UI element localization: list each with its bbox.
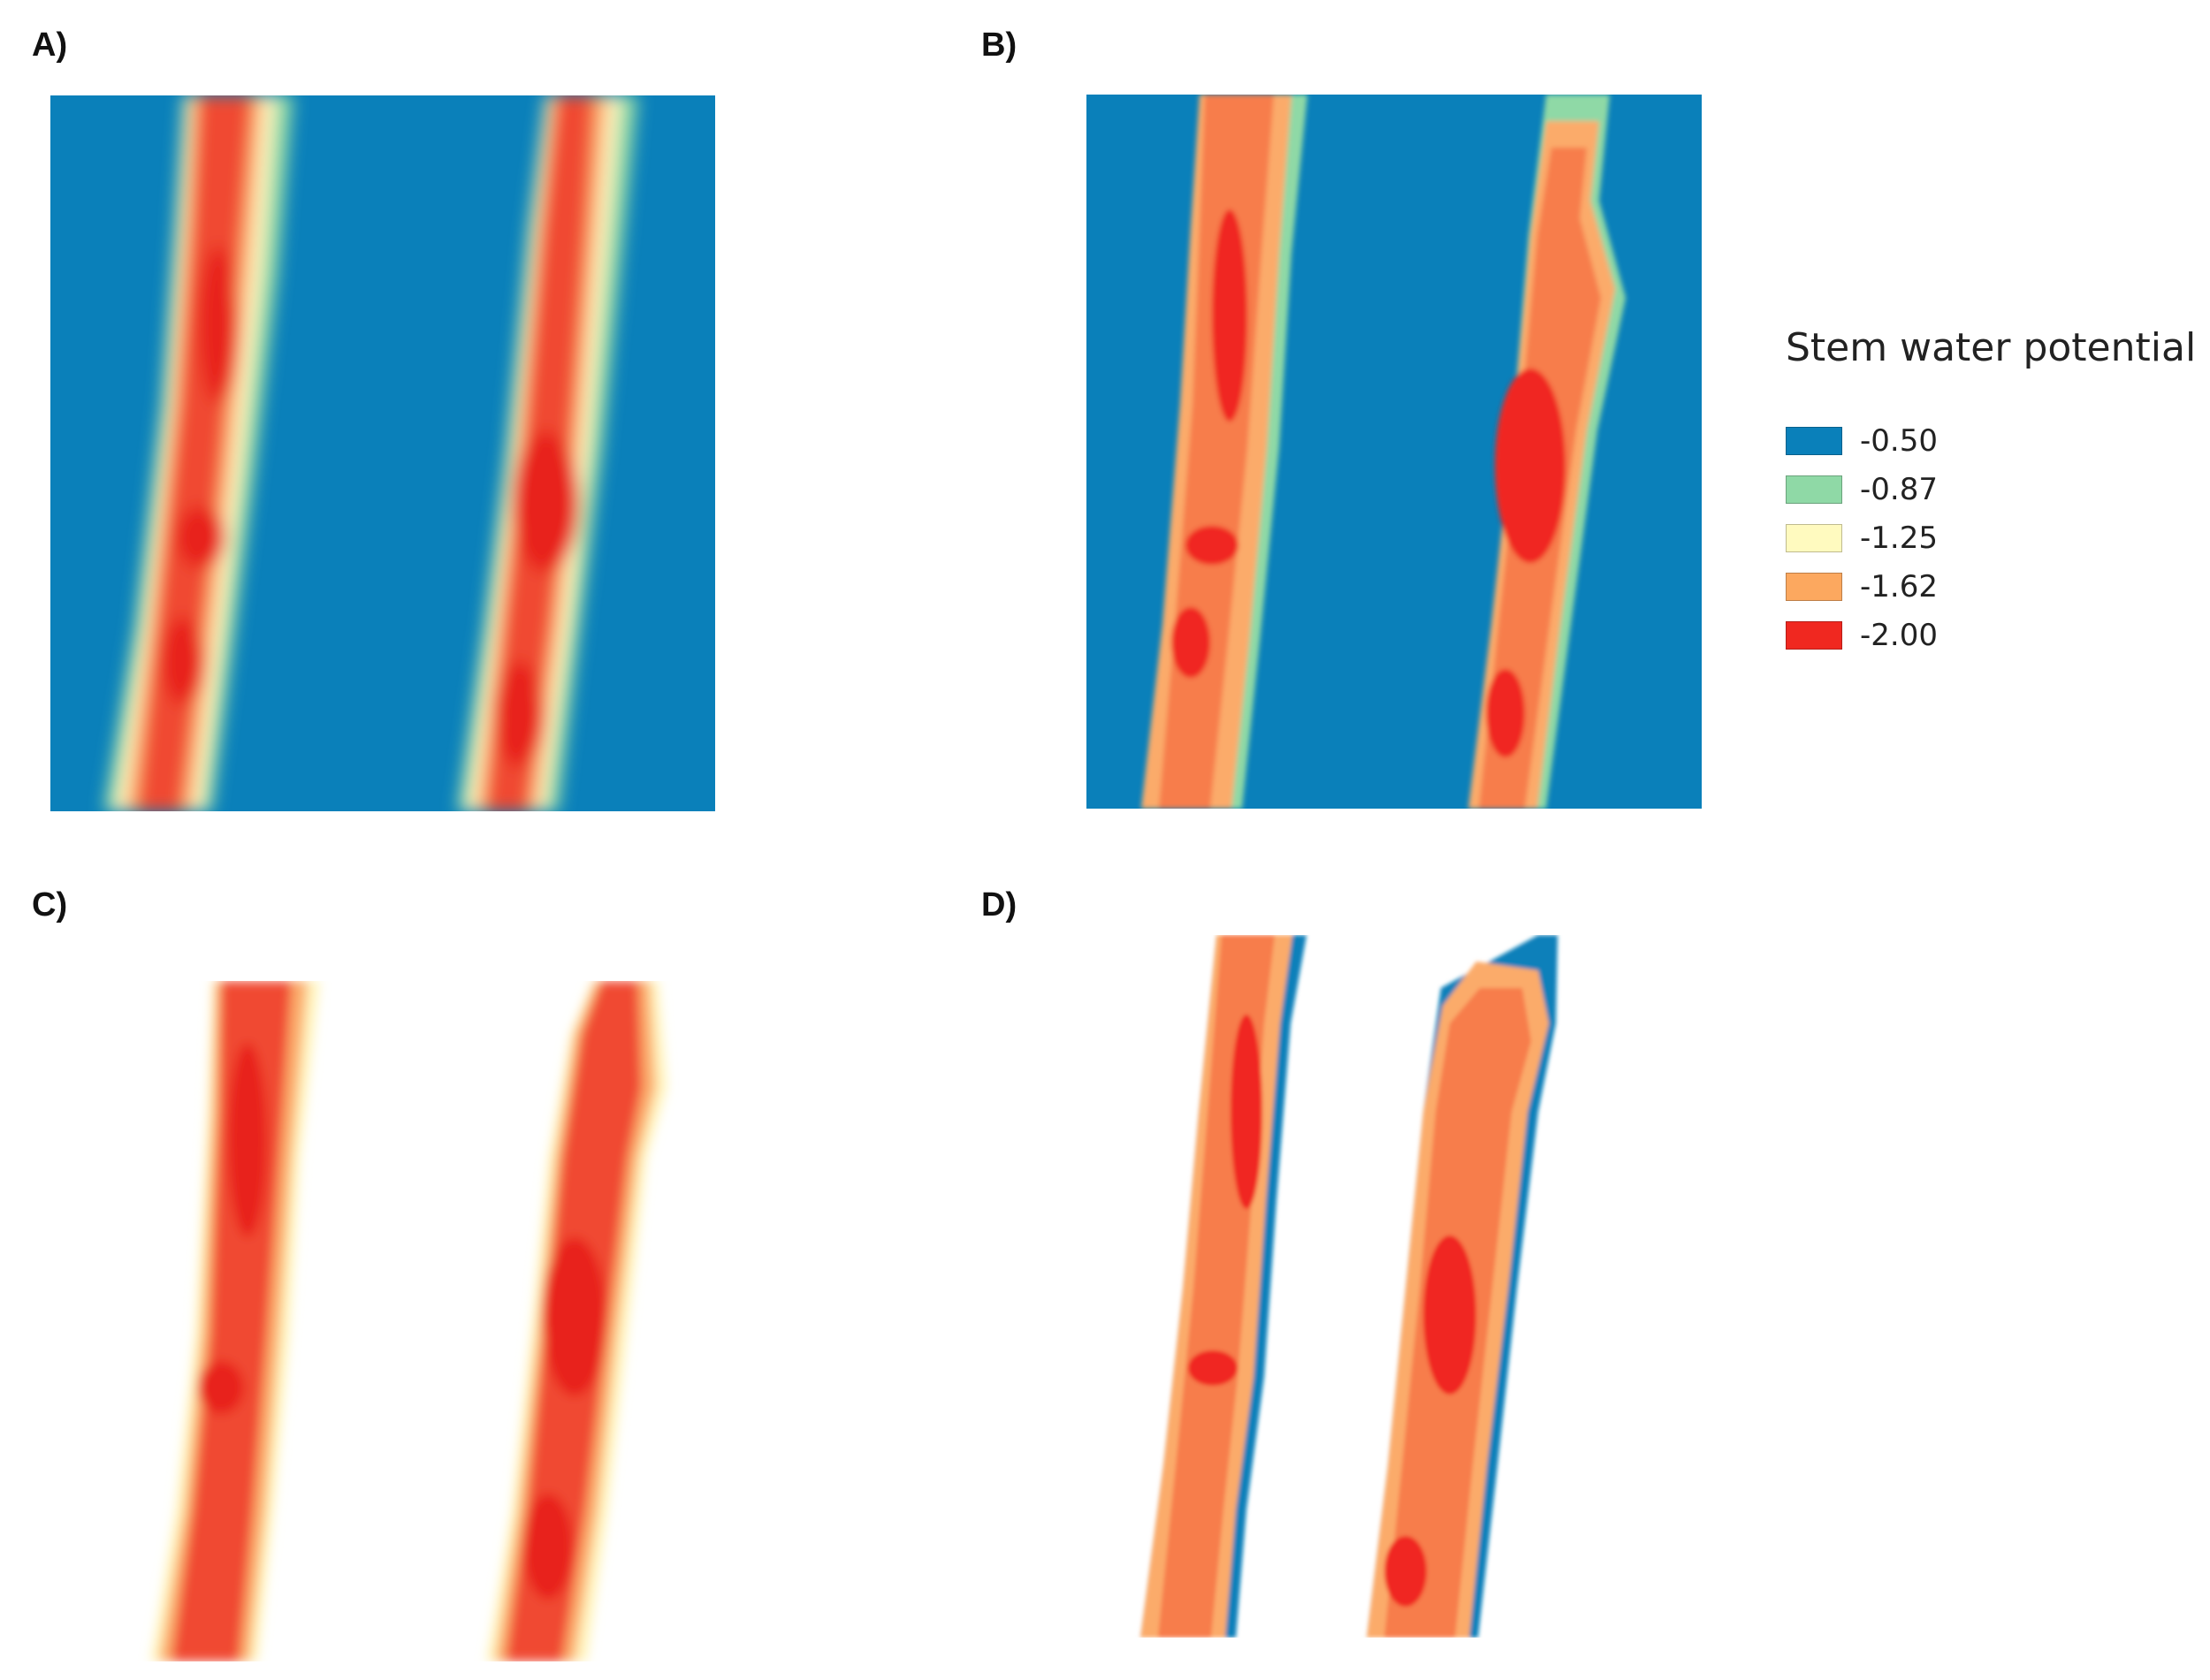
- map-panel-a: [50, 95, 715, 811]
- legend-title: Stem water potential: [1786, 325, 2197, 370]
- legend-item: -2.00: [1786, 611, 2201, 659]
- legend-item: -1.62: [1786, 562, 2201, 611]
- legend-item: -0.50: [1786, 416, 2201, 465]
- legend-swatch: [1786, 523, 1842, 552]
- panel-c-label: C): [32, 886, 68, 924]
- legend-value: -0.87: [1860, 471, 1938, 507]
- legend-value: -1.62: [1860, 568, 1938, 604]
- map-panel-d: [1140, 935, 1558, 1638]
- legend-item: -0.87: [1786, 465, 2201, 513]
- legend-swatch: [1786, 620, 1842, 650]
- map-panel-b: [1086, 95, 1702, 809]
- legend-value: -2.00: [1860, 617, 1938, 653]
- legend-item: -1.25: [1786, 513, 2201, 562]
- panel-d-label: D): [981, 886, 1017, 924]
- legend-value: -1.25: [1860, 520, 1938, 556]
- legend-items: -0.50 -0.87 -1.25 -1.62 -2.00: [1786, 416, 2201, 659]
- legend-value: -0.50: [1860, 422, 1938, 459]
- panel-a-label: A): [32, 27, 68, 64]
- legend-swatch: [1786, 572, 1842, 601]
- panel-b-label: B): [981, 27, 1017, 64]
- legend-swatch: [1786, 426, 1842, 455]
- legend: Stem water potential -0.50 -0.87 -1.25 -…: [1786, 325, 2201, 659]
- legend-swatch: [1786, 475, 1842, 504]
- map-panel-c: [150, 981, 667, 1661]
